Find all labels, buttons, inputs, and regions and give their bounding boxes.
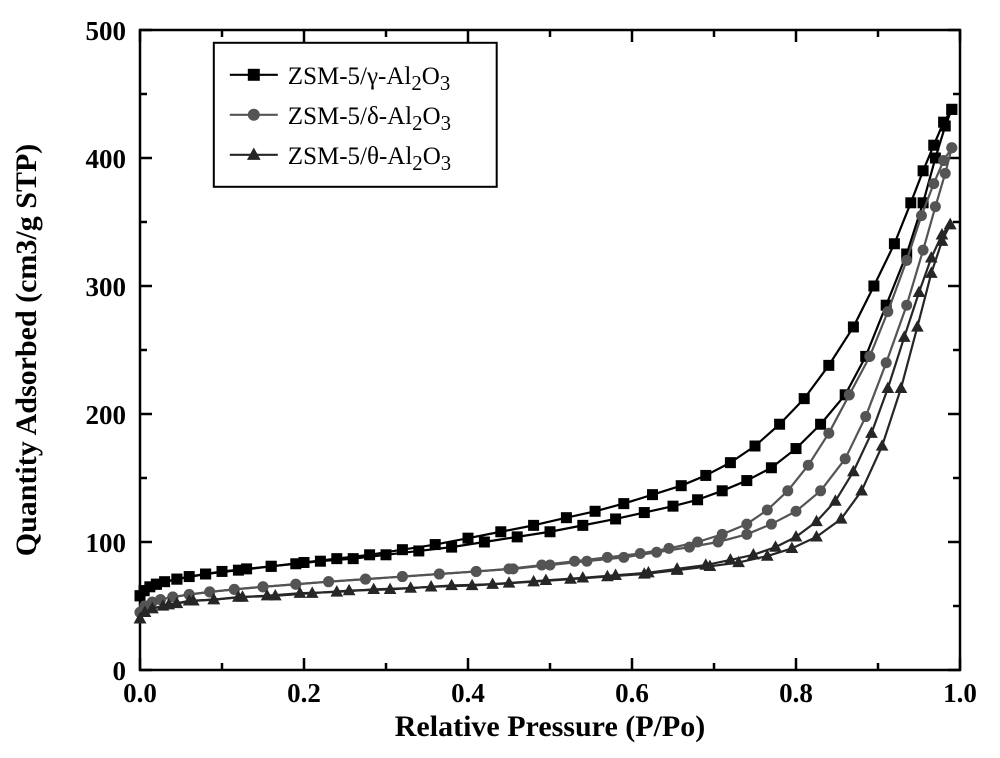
svg-text:100: 100 [86, 528, 127, 558]
svg-text:0.2: 0.2 [287, 678, 321, 708]
chart-stage: 0.00.20.40.60.81.00100200300400500Relati… [0, 0, 1000, 758]
chart-svg: 0.00.20.40.60.81.00100200300400500Relati… [0, 0, 1000, 758]
svg-text:1.0: 1.0 [943, 678, 977, 708]
svg-text:300: 300 [86, 272, 127, 302]
svg-text:400: 400 [86, 144, 127, 174]
svg-text:0: 0 [113, 656, 127, 686]
svg-text:500: 500 [86, 16, 127, 46]
svg-text:0.0: 0.0 [123, 678, 157, 708]
svg-text:0.4: 0.4 [451, 678, 485, 708]
legend-label-theta: ZSM-5/θ-Al2O3 [288, 137, 485, 177]
legend-label-delta: ZSM-5/δ-Al2O3 [288, 97, 485, 137]
svg-text:0.6: 0.6 [615, 678, 649, 708]
legend-label-gamma: ZSM-5/γ-Al2O3 [288, 57, 485, 97]
svg-text:200: 200 [86, 400, 127, 430]
svg-text:0.8: 0.8 [779, 678, 813, 708]
